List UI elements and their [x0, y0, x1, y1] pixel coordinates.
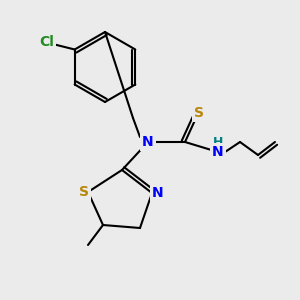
Text: Cl: Cl — [39, 34, 54, 49]
Text: S: S — [194, 106, 204, 120]
Text: N: N — [142, 135, 154, 149]
Text: S: S — [79, 185, 89, 199]
Text: N: N — [152, 186, 164, 200]
Text: H: H — [213, 136, 223, 148]
Text: N: N — [212, 145, 224, 159]
